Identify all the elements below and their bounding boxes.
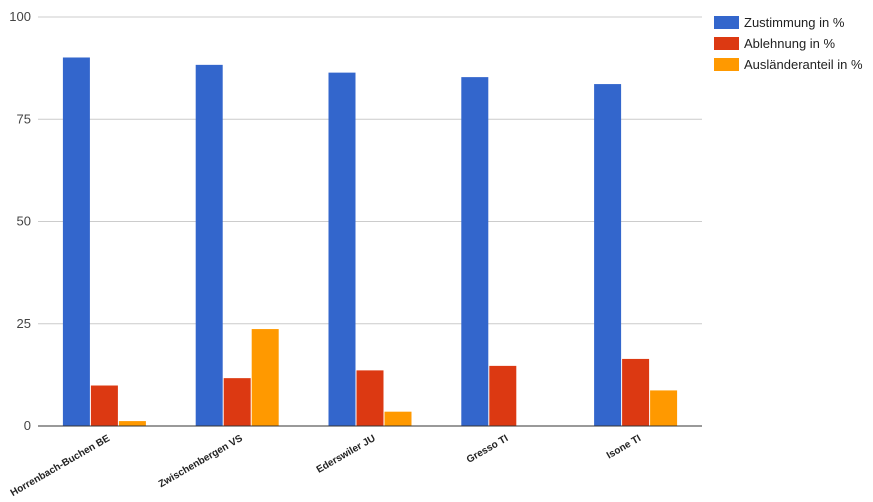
legend-swatch [714,16,739,29]
bar-auslaenderanteil[interactable] [384,411,412,426]
bar-ablehnung[interactable] [622,358,650,426]
bars [62,57,678,427]
y-tick-label: 25 [17,316,31,331]
bar-zustimmung[interactable] [328,72,356,427]
bar-ablehnung[interactable] [223,378,251,426]
legend-item[interactable]: Ablehnung in % [714,36,836,51]
x-tick-label: Zwischenbergen VS [157,433,245,490]
x-axis-labels: Horrenbach-Buchen BE Zwischenbergen VS Ede… [9,433,644,499]
bar-ablehnung[interactable] [356,370,384,426]
legend[interactable]: Zustimmung in % Ablehnung in % Ausländeran… [714,15,863,72]
bar-ablehnung[interactable] [90,385,118,426]
legend-label: Ablehnung in % [744,36,836,51]
bar-zustimmung[interactable] [461,77,489,427]
y-tick-label: 75 [17,111,31,126]
x-tick-label: Ederswiler JU [315,433,378,476]
y-axis-ticks: 0 25 50 75 100 [9,9,31,433]
y-tick-label: 50 [17,214,31,229]
bar-zustimmung[interactable] [195,64,223,426]
y-tick-label: 0 [24,418,31,433]
legend-item[interactable]: Ausländeranteil in % [714,57,863,72]
legend-swatch [714,37,739,50]
bar-zustimmung[interactable] [594,84,622,427]
legend-item[interactable]: Zustimmung in % [714,15,845,30]
bar-auslaenderanteil[interactable] [650,390,678,426]
legend-swatch [714,58,739,71]
legend-label: Zustimmung in % [744,15,845,30]
x-tick-label: Isone TI [605,433,643,462]
bar-auslaenderanteil[interactable] [251,329,279,426]
x-tick-label: Gresso TI [465,433,511,466]
y-tick-label: 100 [9,9,31,24]
bar-ablehnung[interactable] [489,365,517,426]
bar-zustimmung[interactable] [62,57,90,427]
legend-label: Ausländeranteil in % [744,57,863,72]
gridlines [38,16,702,325]
bar-auslaenderanteil[interactable] [118,421,146,426]
x-tick-label: Horrenbach-Buchen BE [9,433,112,499]
